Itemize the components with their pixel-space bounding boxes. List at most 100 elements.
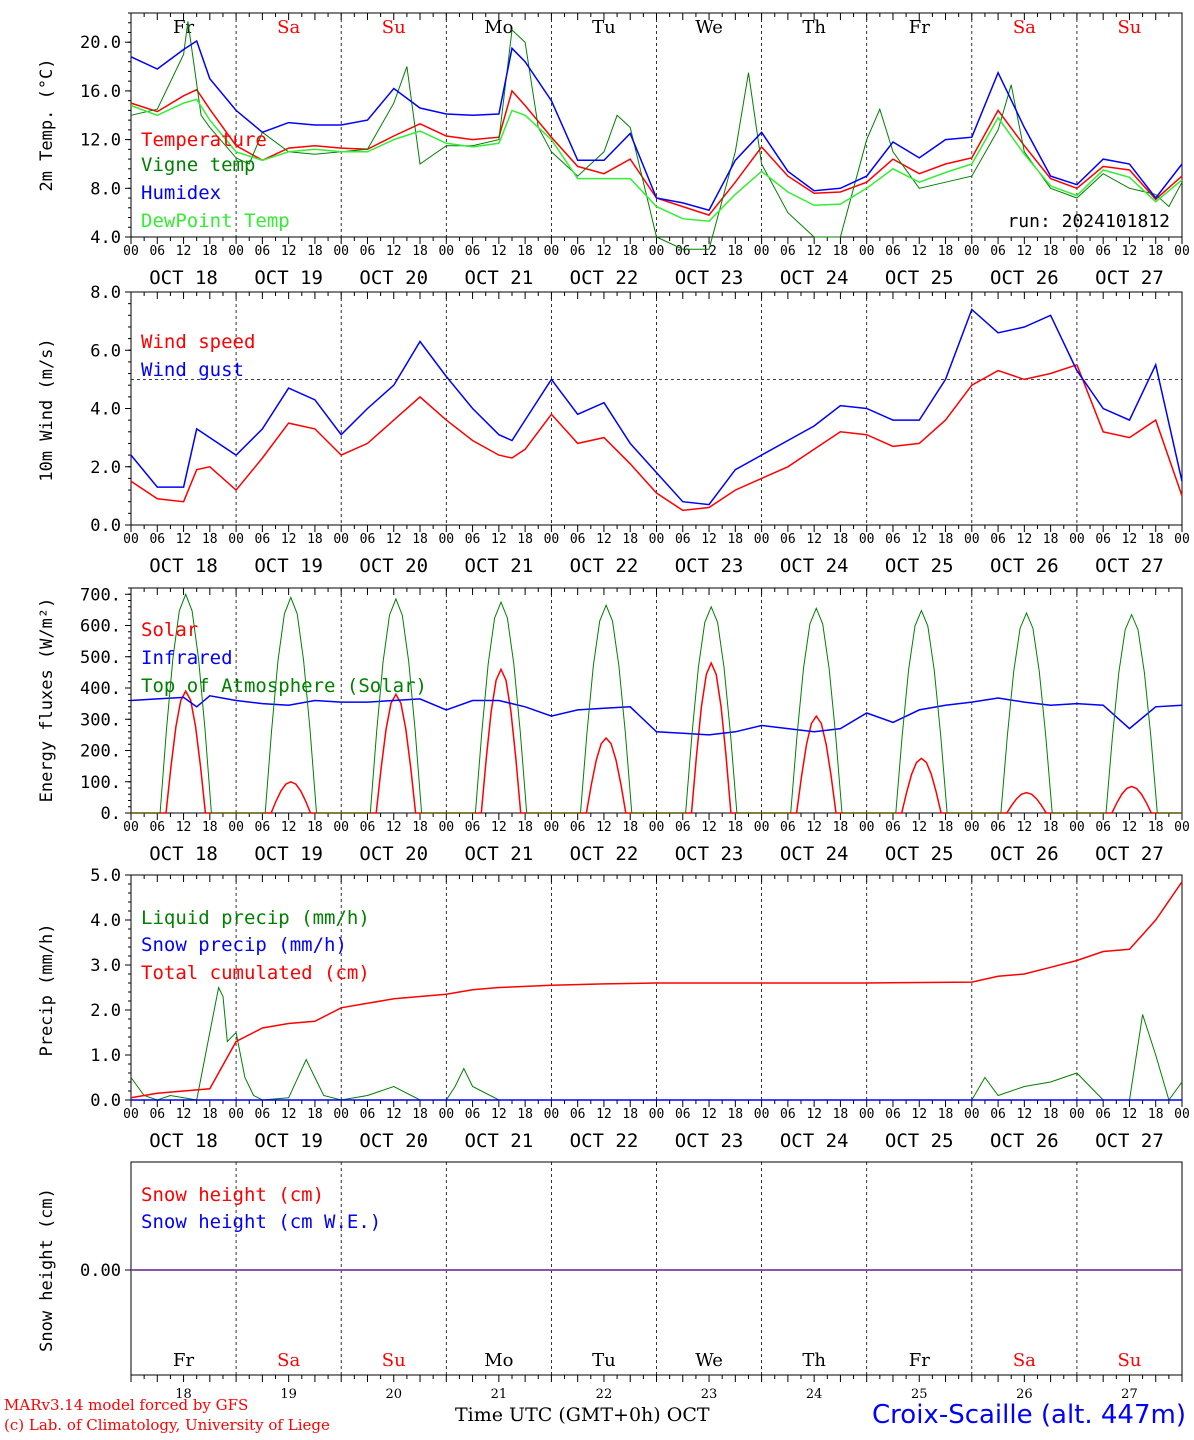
x-hour-label: 18: [1043, 820, 1059, 835]
x-hour-label: 00: [754, 1107, 770, 1122]
x-date-label: OCT 20: [359, 555, 428, 577]
x-hour-label: 06: [885, 532, 901, 547]
x-hour-label: 12: [281, 1107, 297, 1122]
x-hour-label: 18: [833, 532, 849, 547]
day-number: 22: [596, 1387, 613, 1402]
x-hour-label: 00: [964, 244, 980, 259]
x-hour-label: 00: [964, 532, 980, 547]
x-hour-label: 06: [465, 244, 481, 259]
day-name: Su: [1117, 1350, 1141, 1371]
legend-item: Snow precip (mm/h): [141, 934, 347, 956]
x-hour-label: 00: [333, 820, 349, 835]
x-hour-label: 06: [465, 532, 481, 547]
day-number: 25: [911, 1387, 928, 1402]
x-hour-label: 06: [149, 532, 165, 547]
x-hour-label: 00: [228, 532, 244, 547]
x-date-label: OCT 21: [465, 843, 534, 865]
day-name: Mo: [484, 17, 513, 38]
x-hour-label: 00: [1069, 244, 1085, 259]
x-hour-label: 18: [307, 1107, 323, 1122]
x-hour-label: 00: [544, 820, 560, 835]
x-hour-label: 12: [1122, 244, 1138, 259]
day-number: 21: [491, 1387, 508, 1402]
x-hour-label: 18: [202, 532, 218, 547]
x-hour-label: 00: [333, 1107, 349, 1122]
x-hour-label: 18: [412, 1107, 428, 1122]
x-hour-label: 18: [622, 1107, 638, 1122]
x-hour-label: 12: [911, 820, 927, 835]
x-hour-label: 06: [1095, 244, 1111, 259]
x-hour-label: 00: [754, 244, 770, 259]
x-date-label: OCT 23: [675, 555, 744, 577]
x-date-label: OCT 26: [990, 267, 1059, 289]
x-hour-label: 00: [1174, 820, 1190, 835]
series-line: [130, 363, 1183, 512]
run-label: run: 2024101812: [1007, 211, 1170, 232]
x-hour-label: 06: [990, 1107, 1006, 1122]
y-tick-label: 700.: [80, 585, 121, 605]
x-hour-label: 12: [1017, 1107, 1033, 1122]
series-line: [130, 21, 1183, 250]
y-tick-label: 4.0: [90, 228, 121, 248]
series-line: [130, 39, 1183, 212]
x-hour-label: 00: [228, 244, 244, 259]
x-hour-label: 18: [307, 532, 323, 547]
legend-item: Wind speed: [141, 331, 255, 353]
y-tick-label: 12.0: [80, 131, 121, 151]
legend-item: DewPoint Temp: [141, 210, 290, 232]
x-hour-label: 12: [806, 244, 822, 259]
x-hour-label: 18: [517, 532, 533, 547]
x-hour-label: 00: [544, 1107, 560, 1122]
x-date-label: OCT 24: [780, 267, 849, 289]
y-tick-label: 2.0: [90, 458, 121, 478]
x-hour-label: 18: [727, 820, 743, 835]
day-name: Fr: [909, 17, 930, 38]
x-hour-label: 18: [202, 1107, 218, 1122]
x-hour-label: 12: [806, 820, 822, 835]
x-hour-label: 12: [281, 820, 297, 835]
x-date-label: OCT 26: [990, 555, 1059, 577]
x-hour-label: 00: [859, 532, 875, 547]
x-hour-label: 00: [859, 1107, 875, 1122]
y-axis-label: 2m Temp. (°C): [37, 58, 57, 191]
y-axis-label: Snow height (cm): [37, 1188, 57, 1352]
y-tick-label: 16.0: [80, 82, 121, 102]
day-name: We: [695, 1350, 723, 1371]
y-tick-label: 200.: [80, 742, 121, 762]
x-hour-label: 06: [255, 820, 271, 835]
panel-3-frame: [130, 587, 1183, 814]
day-name: Su: [382, 1350, 406, 1371]
day-name: Fr: [173, 1350, 194, 1371]
x-hour-label: 00: [438, 532, 454, 547]
x-hour-label: 18: [412, 532, 428, 547]
y-tick-label: 6.0: [90, 341, 121, 361]
x-hour-label: 18: [938, 532, 954, 547]
x-hour-label: 12: [701, 532, 717, 547]
day-number: 24: [806, 1387, 823, 1402]
y-tick-label: 500.: [80, 648, 121, 668]
legend-item: Liquid precip (mm/h): [141, 907, 370, 929]
x-hour-label: 12: [596, 532, 612, 547]
x-hour-label: 18: [727, 244, 743, 259]
x-hour-label: 00: [438, 244, 454, 259]
x-hour-label: 18: [1043, 1107, 1059, 1122]
x-hour-label: 18: [202, 820, 218, 835]
x-hour-label: 18: [727, 532, 743, 547]
x-hour-label: 00: [649, 244, 665, 259]
y-tick-label: 20.0: [80, 33, 121, 53]
x-hour-label: 12: [491, 244, 507, 259]
x-hour-label: 06: [675, 532, 691, 547]
x-hour-label: 06: [360, 532, 376, 547]
x-hour-label: 06: [570, 532, 586, 547]
x-hour-label: 12: [386, 820, 402, 835]
x-date-label: OCT 19: [254, 1130, 323, 1152]
legend-item: Humidex: [141, 182, 221, 204]
x-hour-label: 06: [570, 820, 586, 835]
x-hour-label: 12: [911, 1107, 927, 1122]
y-tick-label: 100.: [80, 773, 121, 793]
x-hour-label: 12: [911, 532, 927, 547]
x-axis-title: Time UTC (GMT+0h) OCT: [455, 1404, 710, 1426]
x-date-label: OCT 27: [1095, 555, 1164, 577]
day-name: Tu: [592, 1350, 616, 1371]
